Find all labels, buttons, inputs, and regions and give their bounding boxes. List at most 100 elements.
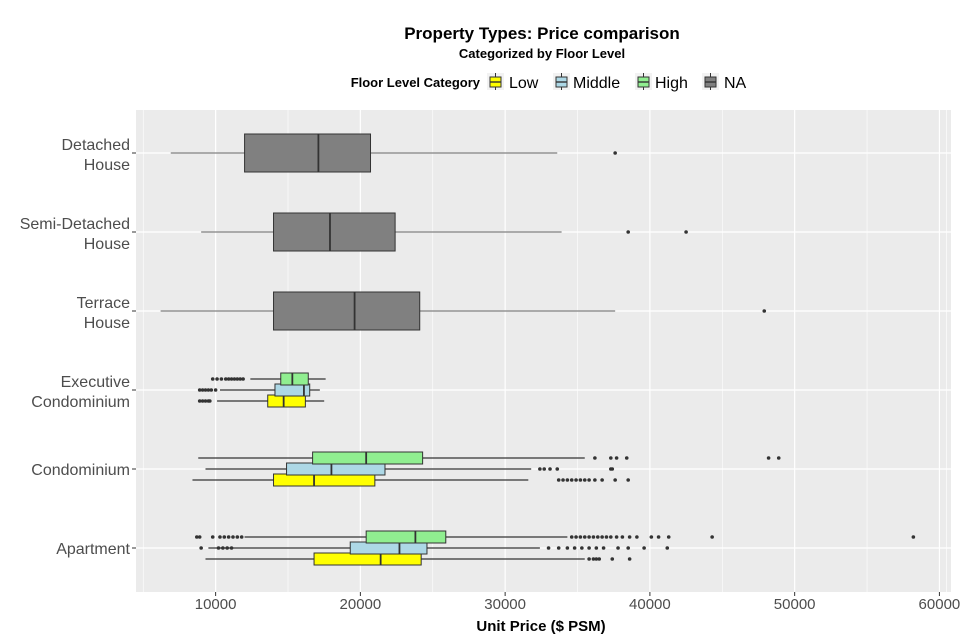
box-high (198, 451, 781, 465)
outlier-point (561, 478, 565, 482)
outlier-point (635, 535, 639, 539)
outlier-point (582, 478, 587, 482)
outlier-point (210, 535, 215, 539)
outlier-point (587, 546, 591, 550)
box-body (349, 541, 428, 555)
outlier-point (609, 456, 613, 460)
outlier-point (665, 546, 670, 550)
outlier-point (548, 467, 552, 471)
outlier-point (208, 399, 212, 403)
outlier-point (232, 377, 237, 381)
x-tick-label: 60000 (919, 596, 961, 613)
outlier-point (600, 535, 604, 539)
outlier-point (627, 557, 632, 561)
legend-key-low (487, 73, 504, 90)
box-body (286, 462, 386, 476)
outlier-point (231, 535, 235, 539)
x-tick-label: 30000 (484, 596, 526, 613)
outlier-point (578, 478, 583, 482)
outlier-point (556, 546, 561, 550)
outlier-point (241, 377, 245, 381)
outlier-point (595, 535, 600, 539)
chart-subtitle: Categorized by Floor Level (459, 46, 625, 61)
legend-key-high (635, 73, 652, 90)
legend-title: Floor Level Category (351, 75, 481, 90)
outlier-point (219, 377, 224, 381)
outlier-point (569, 478, 574, 482)
box-body (313, 552, 422, 566)
y-tick-label: Condominium (31, 462, 130, 479)
outlier-point (600, 478, 604, 482)
outlier-point (197, 388, 202, 392)
outlier-point (578, 535, 583, 539)
outlier-point (555, 467, 560, 471)
outlier-point (762, 309, 767, 313)
outlier-point (613, 478, 617, 482)
outlier-point (229, 546, 234, 550)
outlier-point (591, 557, 596, 561)
outlier-point (565, 478, 570, 482)
outlier-point (546, 546, 551, 550)
outlier-point (209, 388, 214, 392)
outlier-point (593, 478, 597, 482)
box-middle (197, 383, 320, 397)
outlier-point (222, 535, 227, 539)
outlier-point (572, 546, 577, 550)
outlier-point (911, 535, 916, 539)
outlier-point (710, 535, 714, 539)
outlier-point (609, 535, 613, 539)
outlier-point (223, 377, 228, 381)
outlier-point (569, 535, 574, 539)
outlier-point (616, 546, 620, 550)
outlier-point (203, 388, 208, 392)
outlier-point (594, 546, 599, 550)
outlier-point (200, 399, 205, 403)
legend-label-na: NA (724, 75, 747, 92)
y-tick-label: House (84, 157, 130, 174)
outlier-point (580, 546, 584, 550)
outlier-point (597, 557, 602, 561)
legend-label-high: High (655, 75, 688, 92)
box-body (273, 291, 421, 331)
box-body (267, 394, 306, 408)
y-tick-label: Condominium (31, 394, 130, 411)
box-na (201, 212, 688, 252)
outlier-point (215, 377, 219, 381)
outlier-point (225, 546, 229, 550)
x-axis: 10000 20000 30000 40000 50000 60000 (195, 592, 961, 613)
outlier-point (226, 535, 231, 539)
outlier-point (238, 377, 243, 381)
outlier-point (649, 535, 654, 539)
legend-label-low: Low (509, 75, 539, 92)
plot-panel (136, 110, 951, 592)
y-axis: Detached House Semi-Detached House Terrace Ho… (20, 137, 136, 558)
outlier-point (587, 557, 591, 561)
outlier-point (587, 535, 591, 539)
outlier-point (614, 456, 619, 460)
x-tick-label: 50000 (774, 596, 816, 613)
outlier-point (226, 377, 231, 381)
chart-title: Property Types: Price comparison (404, 24, 680, 43)
box-low (192, 473, 630, 487)
outlier-point (766, 456, 771, 460)
outlier-point (627, 535, 632, 539)
y-tick-label: Executive (61, 374, 130, 391)
box-middle (199, 541, 670, 555)
box-na (160, 291, 767, 331)
outlier-point (610, 557, 615, 561)
outlier-point (620, 535, 625, 539)
y-tick-label: Detached (62, 137, 131, 154)
box-na (170, 133, 617, 173)
y-tick-label: Apartment (56, 541, 130, 558)
outlier-point (656, 535, 661, 539)
box-high (210, 372, 326, 386)
outlier-point (613, 151, 617, 155)
outlier-point (197, 399, 202, 403)
outlier-point (604, 535, 609, 539)
outlier-point (593, 456, 597, 460)
outlier-point (538, 467, 542, 471)
outlier-point (199, 546, 203, 550)
box-high (194, 530, 916, 544)
outlier-point (216, 546, 221, 550)
